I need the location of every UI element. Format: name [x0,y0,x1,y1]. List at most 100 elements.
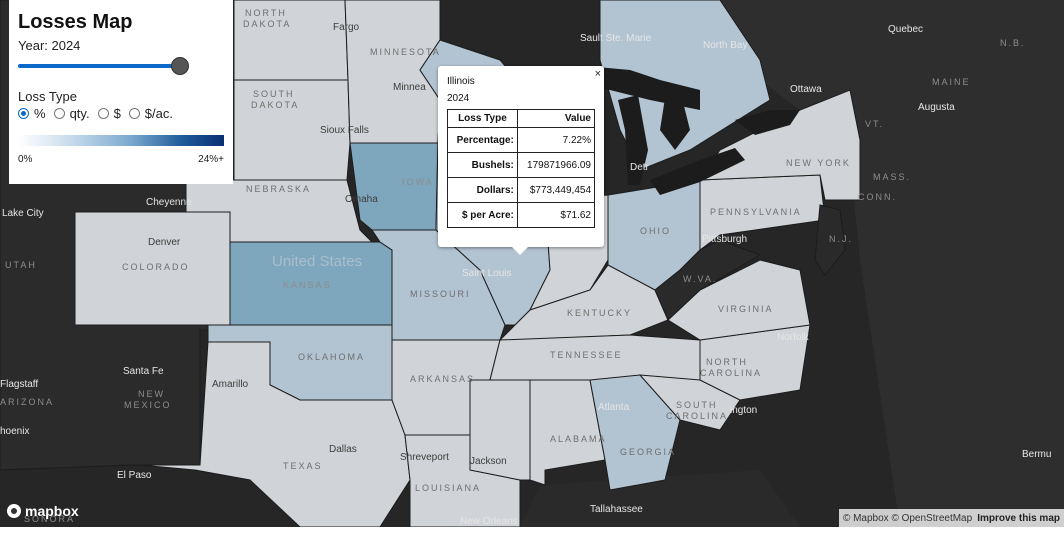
state-west-virginia[interactable] [654,239,762,321]
popup-table: Loss Type Value Percentage: 7.22% Bushel… [447,109,596,228]
label-south-carolina-2: CAROLINA [666,411,728,421]
northeast-dark-land [700,0,1064,527]
label-louisiana: LOUISIANA [415,483,481,493]
label-tennessee: TENNESSEE [550,350,623,360]
city-cheyenne: Cheyenne [146,197,192,208]
city-washington: ington [730,405,757,416]
state-south-carolina[interactable] [638,374,741,431]
city-quebec: Quebec [888,24,923,35]
label-georgia: GEORGIA [620,447,676,457]
label-utah: UTAH [5,260,37,270]
label-mass: MASS. [873,172,911,182]
radio-dollars-per-acre-dot[interactable] [128,108,140,119]
city-amarillo: Amarillo [212,379,249,390]
city-phoenix: hoenix [0,426,29,437]
label-vermont: VT. [865,119,884,129]
label-north-dakota: NORTH [245,8,287,18]
label-kansas: KANSAS [283,280,332,290]
city-pittsburgh: Pittsburgh [702,234,747,245]
popup-table-header: Loss Type Value [447,109,596,128]
label-minnesota: MINNESOTA [370,47,441,57]
city-sioux-falls: Sioux Falls [320,125,369,136]
radio-dollars-label[interactable]: $ [113,106,121,121]
label-north-carolina: NORTH [706,357,748,367]
year-label: Year: 2024 [18,38,81,53]
city-denver: Denver [148,237,181,248]
legend-labels: 0% 24%+ [18,154,224,165]
popup-row-value: 179871966.09 [516,152,596,178]
lake-erie [650,148,745,195]
label-sonora: SONORA [24,514,75,524]
table-row: Bushels: 179871966.09 [447,152,596,178]
legend-max-label: 24%+ [198,154,224,165]
attribution-bar: © Mapbox © OpenStreetMap Improve this ma… [838,509,1064,527]
radio-dollars[interactable]: $ [97,106,121,121]
city-el-paso: El Paso [117,470,152,481]
state-south-dakota[interactable] [233,79,351,181]
label-new-mexico-2: MEXICO [124,400,172,410]
popup-row-key: Bushels: [447,152,518,178]
label-nj: N.J. [829,234,853,244]
mapbox-logo-icon [7,504,21,518]
city-atlanta: Atlanta [598,402,630,413]
mapbox-logo-text: mapbox [25,503,79,519]
year-slider[interactable] [18,57,224,77]
popup-row-value: 7.22% [516,127,596,153]
popup-tip [512,247,528,255]
city-detroit: Detr [630,162,650,173]
label-south-dakota-2: DAKOTA [251,100,299,110]
label-arizona: ARIZONA [0,397,54,407]
state-new-jersey[interactable] [814,204,846,276]
radio-dollars-per-acre-label[interactable]: $/ac. [144,106,173,121]
city-jackson: Jackson [470,456,507,467]
radio-dollars-dot[interactable] [97,108,109,119]
label-nb: N.B. [1000,38,1026,48]
city-north-bay: North Bay [703,40,747,51]
city-minneapolis: Minnea [393,82,426,93]
city-norfolk: Norfolk [777,332,810,343]
label-south-dakota: SOUTH [253,89,295,99]
popup-close-button[interactable]: × [594,68,601,80]
year-slider-track[interactable] [18,64,181,68]
radio-dollars-per-acre[interactable]: $/ac. [128,106,173,121]
lake-huron [660,90,690,150]
state-mississippi[interactable] [469,379,531,481]
label-maine: MAINE [932,77,971,87]
city-santa-fe: Santa Fe [123,366,164,377]
city-fargo: Fargo [333,22,360,33]
loss-type-radios: % qty. $ $/ac. [18,106,224,121]
radio-percent-label[interactable]: % [34,106,46,121]
label-texas: TEXAS [283,461,323,471]
city-saint-louis: Saint Louis [462,268,511,279]
lake-ontario [735,110,800,135]
year-slider-thumb[interactable] [171,57,189,75]
attribution-text[interactable]: © Mapbox © OpenStreetMap [842,512,973,524]
city-new-orleans: New Orleans [460,516,518,527]
state-popup: × Illinois 2024 Loss Type Value Percenta… [438,66,604,255]
popup-row-value: $71.62 [516,202,596,228]
radio-percent-dot[interactable] [18,108,29,119]
state-texas[interactable] [139,341,411,527]
state-new-york[interactable] [699,89,861,201]
legend-gradient [18,135,224,146]
popup-row-key: Dollars: [447,177,518,203]
city-flagstaff: Flagstaff [0,379,38,390]
lake-michigan [618,95,648,185]
table-row: $ per Acre: $71.62 [447,202,596,228]
gulf-dark [520,470,800,527]
radio-quantity[interactable]: qty. [53,106,90,121]
radio-percent[interactable]: % [18,106,46,121]
city-shreveport: Shreveport [400,452,449,463]
label-arkansas: ARKANSAS [410,374,475,384]
popup-header-value: Value [516,109,596,128]
mapbox-logo[interactable]: mapbox [7,503,79,519]
improve-map-link[interactable]: Improve this map [977,512,1060,524]
popup-row-key: Percentage: [447,127,518,153]
radio-quantity-label[interactable]: qty. [69,106,90,121]
legend-min-label: 0% [18,154,33,165]
radio-quantity-dot[interactable] [53,108,65,119]
label-conn: CONN. [858,192,897,202]
label-kentucky: KENTUCKY [567,308,632,318]
controls-panel: Losses Map Year: 2024 Loss Type % qty. $… [9,0,233,184]
label-pennsylvania: PENNSYLVANIA [710,207,802,217]
